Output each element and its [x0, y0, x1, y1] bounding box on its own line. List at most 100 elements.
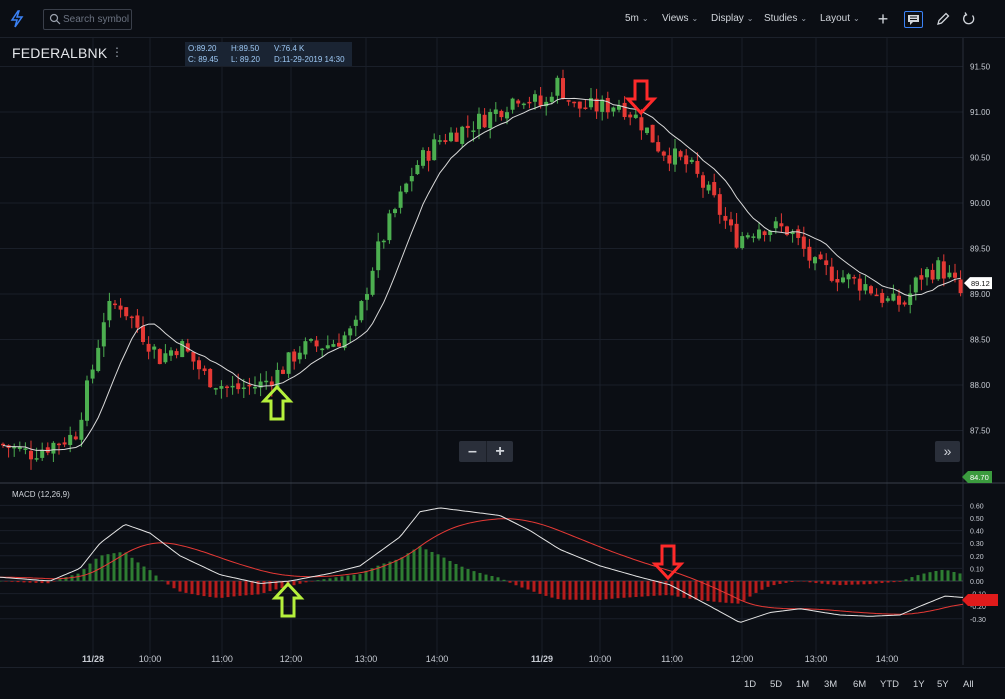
zoom-in-button[interactable]: + [486, 441, 513, 462]
candle-body [247, 384, 252, 387]
candle-body [762, 231, 767, 236]
interval-dropdown[interactable]: 5m ⌄ [625, 13, 649, 24]
views-menu[interactable]: Views ⌄ [662, 13, 698, 24]
candle-body [667, 155, 672, 164]
macd-histogram-bar [850, 581, 854, 585]
candle-body [505, 112, 509, 119]
macd-histogram-bar [556, 581, 560, 600]
lightning-logo-icon[interactable] [9, 10, 25, 28]
macd-histogram-bar [886, 581, 890, 583]
display-label: Display [711, 13, 744, 24]
candle-body [297, 352, 302, 360]
candle-body [510, 98, 515, 110]
range-button-3m[interactable]: 3M [824, 679, 838, 690]
time-axis-label: 11/28 [82, 654, 104, 664]
macd-histogram-bar [418, 546, 422, 581]
candle-body [633, 114, 638, 118]
time-axis-label: 13:00 [355, 654, 378, 664]
macd-histogram-bar [346, 575, 350, 581]
candle-body [118, 305, 123, 310]
symbol-more-icon[interactable]: ⋮ [111, 45, 123, 59]
display-menu[interactable]: Display ⌄ [711, 13, 754, 24]
candle-body [645, 127, 649, 134]
macd-histogram-bar [508, 581, 512, 583]
candle-body [370, 270, 375, 295]
macd-histogram-bar [172, 581, 176, 589]
candle-body [566, 100, 571, 102]
macd-histogram-bar [154, 575, 158, 581]
chart-area[interactable]: 91.50 91.00 90.50 90.00 89.50 89.00 88.50 88.00… [0, 38, 1005, 667]
macd-histogram-bar [892, 581, 896, 583]
range-button-all[interactable]: All [963, 679, 974, 690]
macd-histogram-bar [124, 552, 128, 581]
candle-body [107, 300, 112, 321]
candle-body [213, 388, 218, 390]
macd-histogram-bar [868, 581, 872, 585]
symbol-title[interactable]: FEDERALBNK [12, 45, 108, 61]
candle-body [880, 292, 885, 303]
candle-body [818, 254, 823, 260]
range-button-1m[interactable]: 1M [796, 679, 810, 690]
macd-histogram-bar [526, 581, 530, 590]
candle-body [141, 326, 145, 343]
macd-histogram-bar [910, 577, 914, 581]
sell-arrow-annotation [651, 544, 685, 581]
macd-histogram-bar [916, 575, 920, 581]
layout-menu[interactable]: Layout ⌄ [820, 13, 860, 24]
candle-body [807, 246, 812, 261]
candle-body [12, 446, 17, 449]
macd-histogram-bar [310, 581, 314, 582]
candle-body [275, 369, 280, 388]
macd-histogram-bar [934, 571, 938, 581]
search-input[interactable] [63, 11, 129, 28]
zoom-out-button[interactable]: – [468, 443, 477, 460]
candle-body [617, 105, 621, 110]
macd-histogram-bar [412, 549, 416, 581]
macd-histogram-bar [106, 554, 110, 581]
range-button-1y[interactable]: 1Y [913, 679, 925, 690]
range-button-ytd[interactable]: YTD [880, 679, 899, 690]
macd-histogram-bar [712, 581, 716, 602]
candle-body [169, 350, 173, 356]
candle-body [281, 369, 285, 374]
candle-body [348, 328, 353, 336]
candle-body [695, 160, 700, 174]
candle-body [45, 447, 50, 453]
studies-menu[interactable]: Studies ⌄ [764, 13, 807, 24]
macd-histogram-bar [388, 561, 392, 581]
draw-pencil-icon[interactable] [935, 11, 951, 27]
macd-histogram-bar [664, 581, 668, 596]
candle-body [790, 231, 795, 235]
buy-arrow-annotation [271, 581, 305, 618]
macd-study-label[interactable]: MACD (12,26,9) [12, 490, 70, 499]
macd-histogram-bar [856, 581, 860, 585]
range-button-5y[interactable]: 5Y [937, 679, 949, 690]
candle-body [135, 315, 140, 328]
range-button-5d[interactable]: 5D [770, 679, 783, 690]
chat-icon[interactable] [904, 11, 923, 28]
macd-histogram-bar [952, 571, 956, 581]
candle-body [801, 236, 806, 249]
candle-body [471, 130, 476, 132]
candle-body [353, 319, 358, 326]
macd-histogram-bar [940, 569, 944, 581]
macd-histogram-bar [730, 581, 734, 604]
macd-tick-label: 0.30 [970, 541, 984, 548]
range-button-6m[interactable]: 6M [853, 679, 867, 690]
price-tick-label: 88.00 [970, 381, 991, 390]
macd-histogram-bar [322, 579, 326, 581]
refresh-icon[interactable] [961, 11, 977, 27]
range-button-1d[interactable]: 1D [744, 679, 757, 690]
candle-body [925, 269, 929, 278]
search-box[interactable] [43, 9, 132, 30]
candle-body [734, 223, 739, 248]
macd-histogram-bar [58, 579, 62, 581]
scroll-to-latest-button[interactable]: » [935, 441, 960, 462]
candle-body [902, 302, 907, 305]
ohlc-tooltip: O:89.20 H:89.50 V:76.4 K C: 89.45 L: 89.… [185, 42, 352, 66]
macd-histogram-bar [292, 581, 296, 586]
macd-histogram-bar [520, 581, 524, 588]
candle-body [73, 436, 78, 440]
macd-histogram-bar [928, 572, 932, 581]
crosshair-icon[interactable]: + [877, 9, 889, 29]
